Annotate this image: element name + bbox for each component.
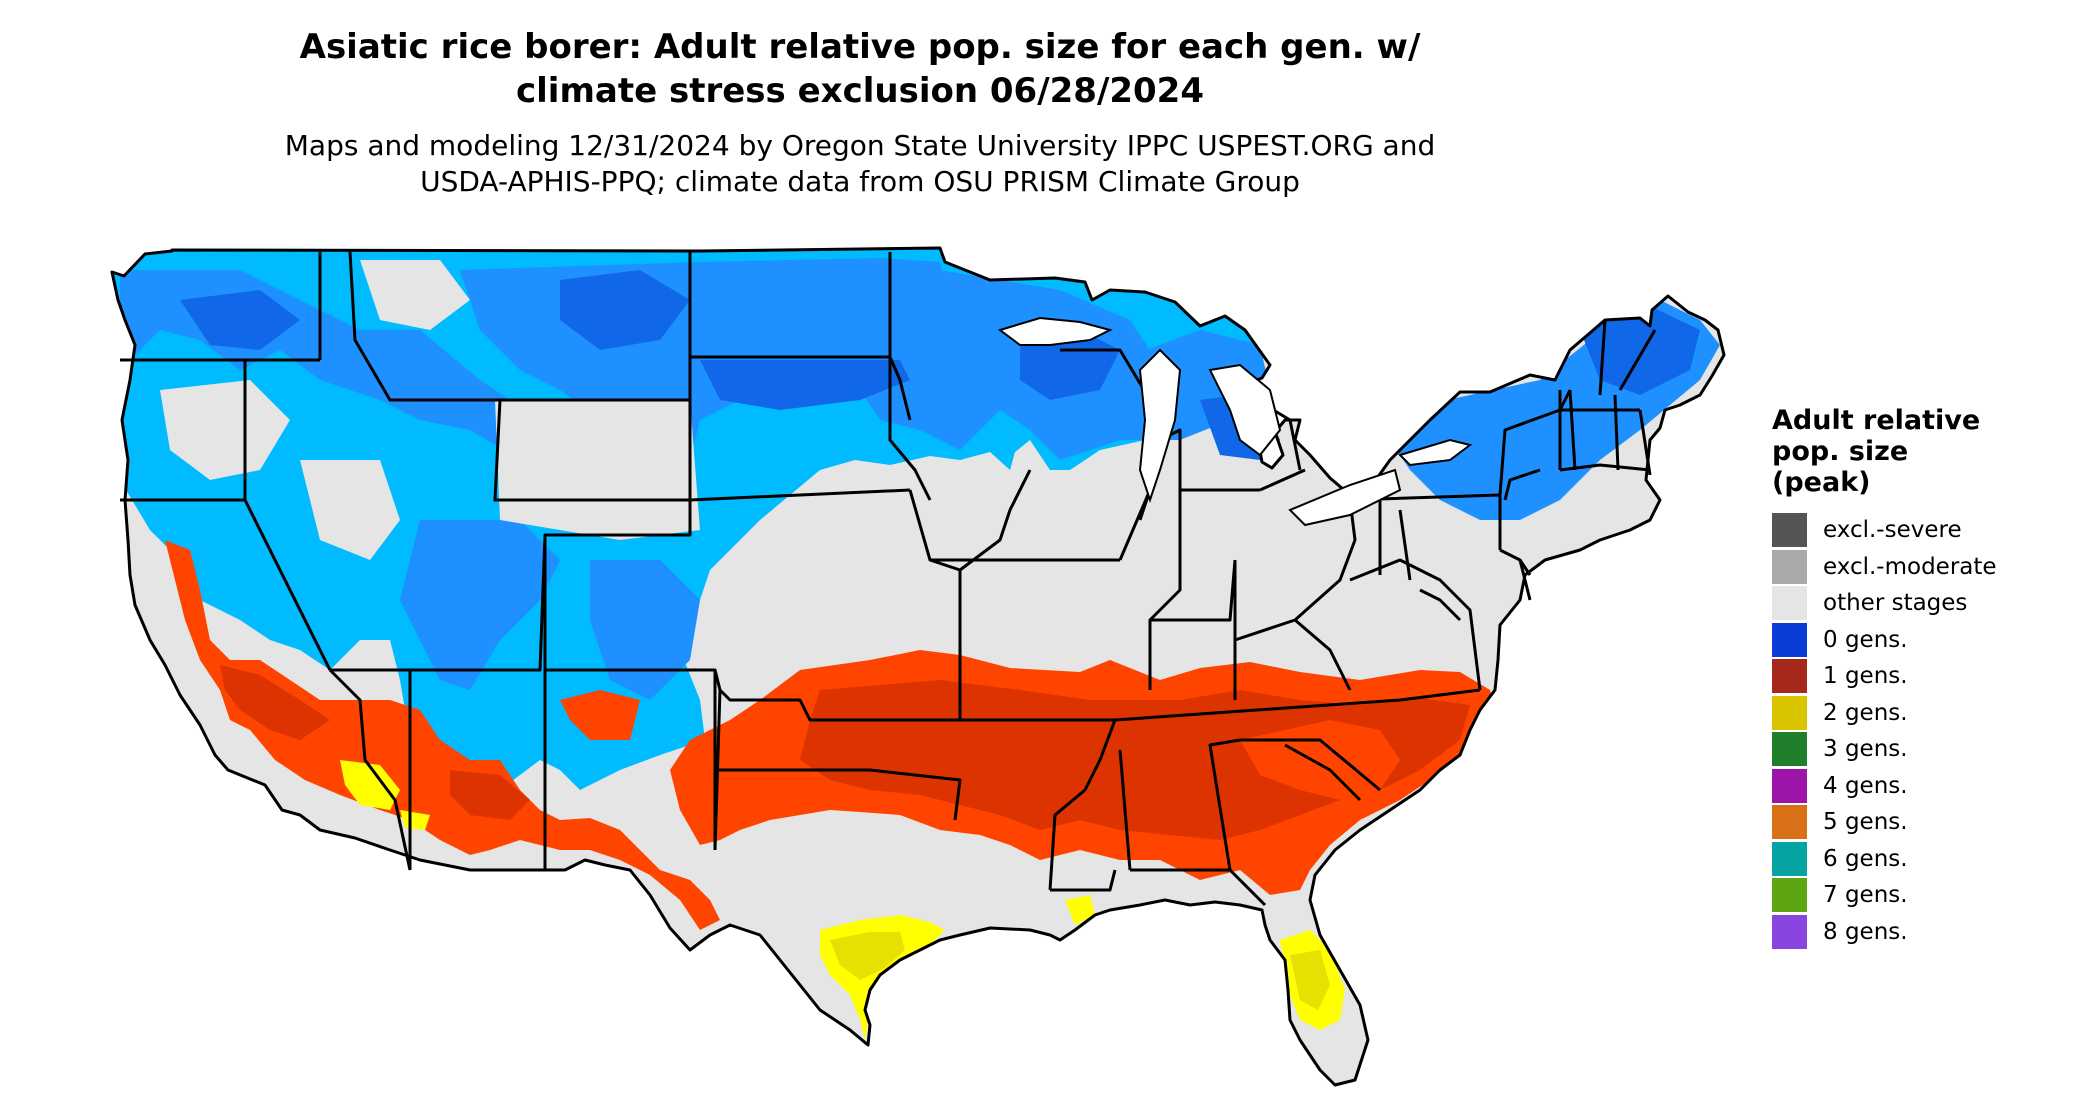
legend-title-line: Adult relative (1772, 405, 1981, 436)
legend-swatch (1772, 695, 1807, 730)
legend-label: 4 gens. (1823, 772, 1908, 799)
legend-label: 2 gens. (1823, 699, 1908, 726)
great-lakes (997, 316, 1473, 527)
legend-swatch (1772, 549, 1807, 584)
legend-item: 2 gens. (1772, 695, 2072, 732)
chart-title-line-1: Asiatic rice borer: Adult relative pop. … (299, 27, 1421, 67)
legend-item: excl.-severe (1772, 512, 2072, 549)
legend-swatch (1772, 622, 1807, 657)
legend-swatch (1772, 768, 1807, 803)
legend-item: 4 gens. (1772, 768, 2072, 805)
state-borders (110, 246, 1726, 1087)
legend-swatch (1772, 878, 1807, 913)
legend-swatch (1772, 914, 1807, 949)
legend: Adult relative pop. size (peak) excl.-se… (1772, 405, 2072, 950)
legend-title-line: (peak) (1772, 467, 1871, 498)
legend-label: 0 gens. (1823, 626, 1908, 653)
legend-title: Adult relative pop. size (peak) (1772, 405, 2072, 498)
legend-swatch (1772, 805, 1807, 840)
legend-label: excl.-moderate (1823, 553, 1997, 580)
legend-swatch (1772, 513, 1807, 548)
legend-item: 3 gens. (1772, 731, 2072, 768)
legend-title-line: pop. size (1772, 436, 1909, 467)
legend-swatch (1772, 659, 1807, 694)
legend-label: other stages (1823, 590, 1968, 617)
legend-item: 5 gens. (1772, 804, 2072, 841)
legend-item: 6 gens. (1772, 841, 2072, 878)
legend-label: 5 gens. (1823, 809, 1908, 836)
legend-items: excl.-severe excl.-moderate other stages 0 … (1772, 512, 2072, 950)
legend-item: 7 gens. (1772, 877, 2072, 914)
legend-swatch (1772, 732, 1807, 767)
legend-label: 3 gens. (1823, 736, 1908, 763)
legend-swatch (1772, 841, 1807, 876)
legend-swatch (1772, 586, 1807, 621)
legend-item: 1 gens. (1772, 658, 2072, 695)
chart-title-line-2: climate stress exclusion 06/28/2024 (515, 71, 1204, 111)
legend-label: 1 gens. (1823, 663, 1908, 690)
legend-label: 8 gens. (1823, 918, 1908, 945)
legend-item: 0 gens. (1772, 622, 2072, 659)
subtitle-line-1: Maps and modeling 12/31/2024 by Oregon S… (284, 129, 1436, 162)
legend-item: other stages (1772, 585, 2072, 622)
legend-label: excl.-severe (1823, 517, 1962, 544)
subtitle-line-2: USDA-APHIS-PPQ; climate data from OSU PR… (420, 165, 1300, 198)
legend-label: 6 gens. (1823, 845, 1908, 872)
legend-label: 7 gens. (1823, 882, 1908, 909)
legend-item: excl.-moderate (1772, 549, 2072, 586)
legend-item: 8 gens. (1772, 914, 2072, 951)
